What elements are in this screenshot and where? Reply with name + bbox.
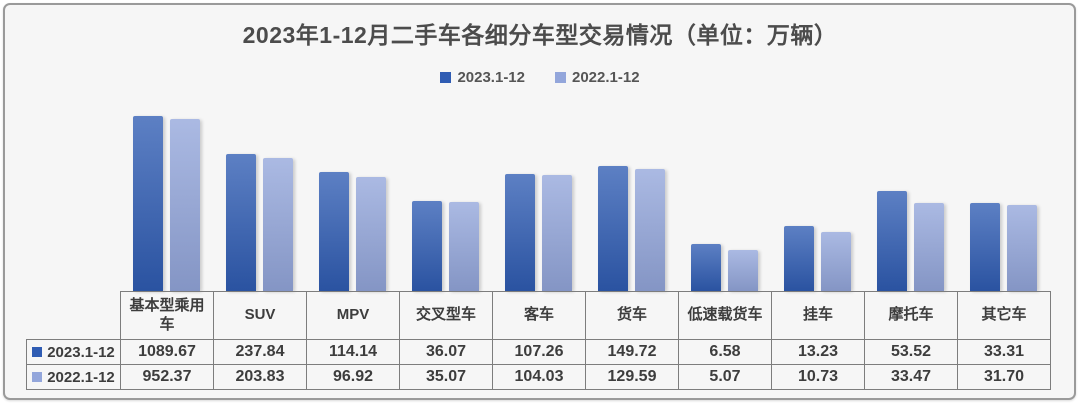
value-cell-2022.1-12-其它车: 31.70 — [957, 364, 1051, 390]
category-group-交叉型车 — [399, 116, 492, 291]
bar-2023.1-12-低速载货车 — [691, 244, 721, 291]
bar-2022.1-12-其它车 — [1007, 205, 1037, 291]
bar-2022.1-12-SUV — [263, 158, 293, 291]
bar-2022.1-12-MPV — [356, 177, 386, 291]
column-header-挂车: 挂车 — [771, 291, 865, 340]
value-cell-2023.1-12-MPV: 114.14 — [306, 339, 400, 365]
table-corner-cell — [27, 292, 121, 340]
chart-title: 2023年1-12月二手车各细分车型交易情况（单位：万辆） — [242, 22, 838, 48]
value-cell-2023.1-12-SUV: 237.84 — [213, 339, 307, 365]
table-row-2023.1-12: 2023.1-12 1089.67 237.84 114.14 36.07 107.26 1… — [26, 339, 1051, 365]
row-header-label: 2023.1-12 — [47, 343, 115, 361]
series-marker-icon — [32, 372, 43, 382]
row-header-content: 2023.1-12 — [30, 344, 117, 361]
bar-2023.1-12-其它车 — [970, 203, 1000, 291]
value-cell-2022.1-12-交叉型车: 35.07 — [399, 364, 493, 390]
bar-2023.1-12-货车 — [598, 166, 628, 291]
category-group-MPV — [306, 116, 399, 291]
value-cell-2023.1-12-挂车: 13.23 — [771, 339, 865, 365]
value-cell-2023.1-12-货车: 149.72 — [585, 339, 679, 365]
bar-2023.1-12-客车 — [505, 174, 535, 291]
table-row-2022.1-12: 2022.1-12 952.37 203.83 96.92 35.07 104.03 129… — [26, 364, 1051, 390]
column-header-交叉型车: 交叉型车 — [399, 291, 493, 340]
value-cell-2023.1-12-低速载货车: 6.58 — [678, 339, 772, 365]
value-cell-2023.1-12-其它车: 33.31 — [957, 339, 1051, 365]
bar-2023.1-12-摩托车 — [877, 191, 907, 291]
bar-2022.1-12-客车 — [542, 175, 572, 291]
plot-area — [120, 116, 1050, 291]
value-cell-2022.1-12-客车: 104.03 — [492, 364, 586, 390]
legend-item-2022.1-12: 2022.1-12 — [555, 69, 640, 86]
bar-2022.1-12-挂车 — [821, 232, 851, 291]
value-cell-2022.1-12-基本型乘用车: 952.37 — [120, 364, 214, 390]
bar-2022.1-12-货车 — [635, 169, 665, 291]
bar-2022.1-12-交叉型车 — [449, 202, 479, 291]
category-group-SUV — [213, 116, 306, 291]
column-header-MPV: MPV — [306, 291, 400, 340]
legend-label: 2022.1-12 — [572, 68, 640, 86]
value-cell-2022.1-12-SUV: 203.83 — [213, 364, 307, 390]
category-group-客车 — [492, 116, 585, 291]
table-body: 2023.1-12 1089.67 237.84 114.14 36.07 107.26 1… — [26, 339, 1051, 390]
column-header-客车: 客车 — [492, 291, 586, 340]
row-header-2022.1-12: 2022.1-12 — [26, 364, 121, 390]
value-cell-2022.1-12-低速载货车: 5.07 — [678, 364, 772, 390]
table-header-row: 基本型乘用车 SUV MPV 交叉型车 客车 货车 低速载货车 挂车 摩托车 其它车 — [27, 291, 1051, 340]
bar-2023.1-12-交叉型车 — [412, 201, 442, 291]
category-group-基本型乘用车 — [120, 116, 213, 291]
series-marker-icon — [32, 347, 43, 357]
category-group-低速载货车 — [678, 116, 771, 291]
value-cell-2022.1-12-挂车: 10.73 — [771, 364, 865, 390]
bar-2023.1-12-MPV — [319, 172, 349, 291]
row-header-label: 2022.1-12 — [47, 368, 115, 386]
legend: 2023.1-12 2022.1-12 — [0, 68, 1080, 86]
bar-2022.1-12-基本型乘用车 — [170, 119, 200, 291]
value-cell-2023.1-12-摩托车: 53.52 — [864, 339, 958, 365]
bar-2023.1-12-基本型乘用车 — [133, 116, 163, 291]
value-cell-2023.1-12-客车: 107.26 — [492, 339, 586, 365]
value-cell-2022.1-12-MPV: 96.92 — [306, 364, 400, 390]
bar-2022.1-12-摩托车 — [914, 203, 944, 291]
value-cell-2022.1-12-货车: 129.59 — [585, 364, 679, 390]
column-header-货车: 货车 — [585, 291, 679, 340]
row-header-2023.1-12: 2023.1-12 — [26, 339, 121, 365]
bar-2023.1-12-SUV — [226, 154, 256, 291]
column-header-SUV: SUV — [213, 291, 307, 340]
value-cell-2022.1-12-摩托车: 33.47 — [864, 364, 958, 390]
legend-swatch-icon — [555, 71, 566, 83]
bar-2023.1-12-挂车 — [784, 226, 814, 291]
data-table: 基本型乘用车 SUV MPV 交叉型车 客车 货车 低速载货车 挂车 摩托车 其它车 2023.1… — [26, 291, 1051, 390]
legend-item-2023.1-12: 2023.1-12 — [440, 69, 525, 86]
category-group-其它车 — [957, 116, 1050, 291]
header-row: 基本型乘用车 SUV MPV 交叉型车 客车 货车 低速载货车 挂车 摩托车 其它车 — [27, 291, 1051, 340]
category-group-摩托车 — [864, 116, 957, 291]
column-header-其它车: 其它车 — [957, 291, 1051, 340]
value-cell-2023.1-12-交叉型车: 36.07 — [399, 339, 493, 365]
category-group-挂车 — [771, 116, 864, 291]
legend-swatch-icon — [440, 71, 452, 83]
value-cell-2023.1-12-基本型乘用车: 1089.67 — [120, 339, 214, 365]
bar-2022.1-12-低速载货车 — [728, 250, 758, 291]
legend-label: 2023.1-12 — [457, 68, 525, 86]
column-header-基本型乘用车: 基本型乘用车 — [120, 291, 214, 340]
column-header-低速载货车: 低速载货车 — [678, 291, 772, 340]
column-header-摩托车: 摩托车 — [864, 291, 958, 340]
category-group-货车 — [585, 116, 678, 291]
row-header-content: 2022.1-12 — [30, 369, 117, 386]
